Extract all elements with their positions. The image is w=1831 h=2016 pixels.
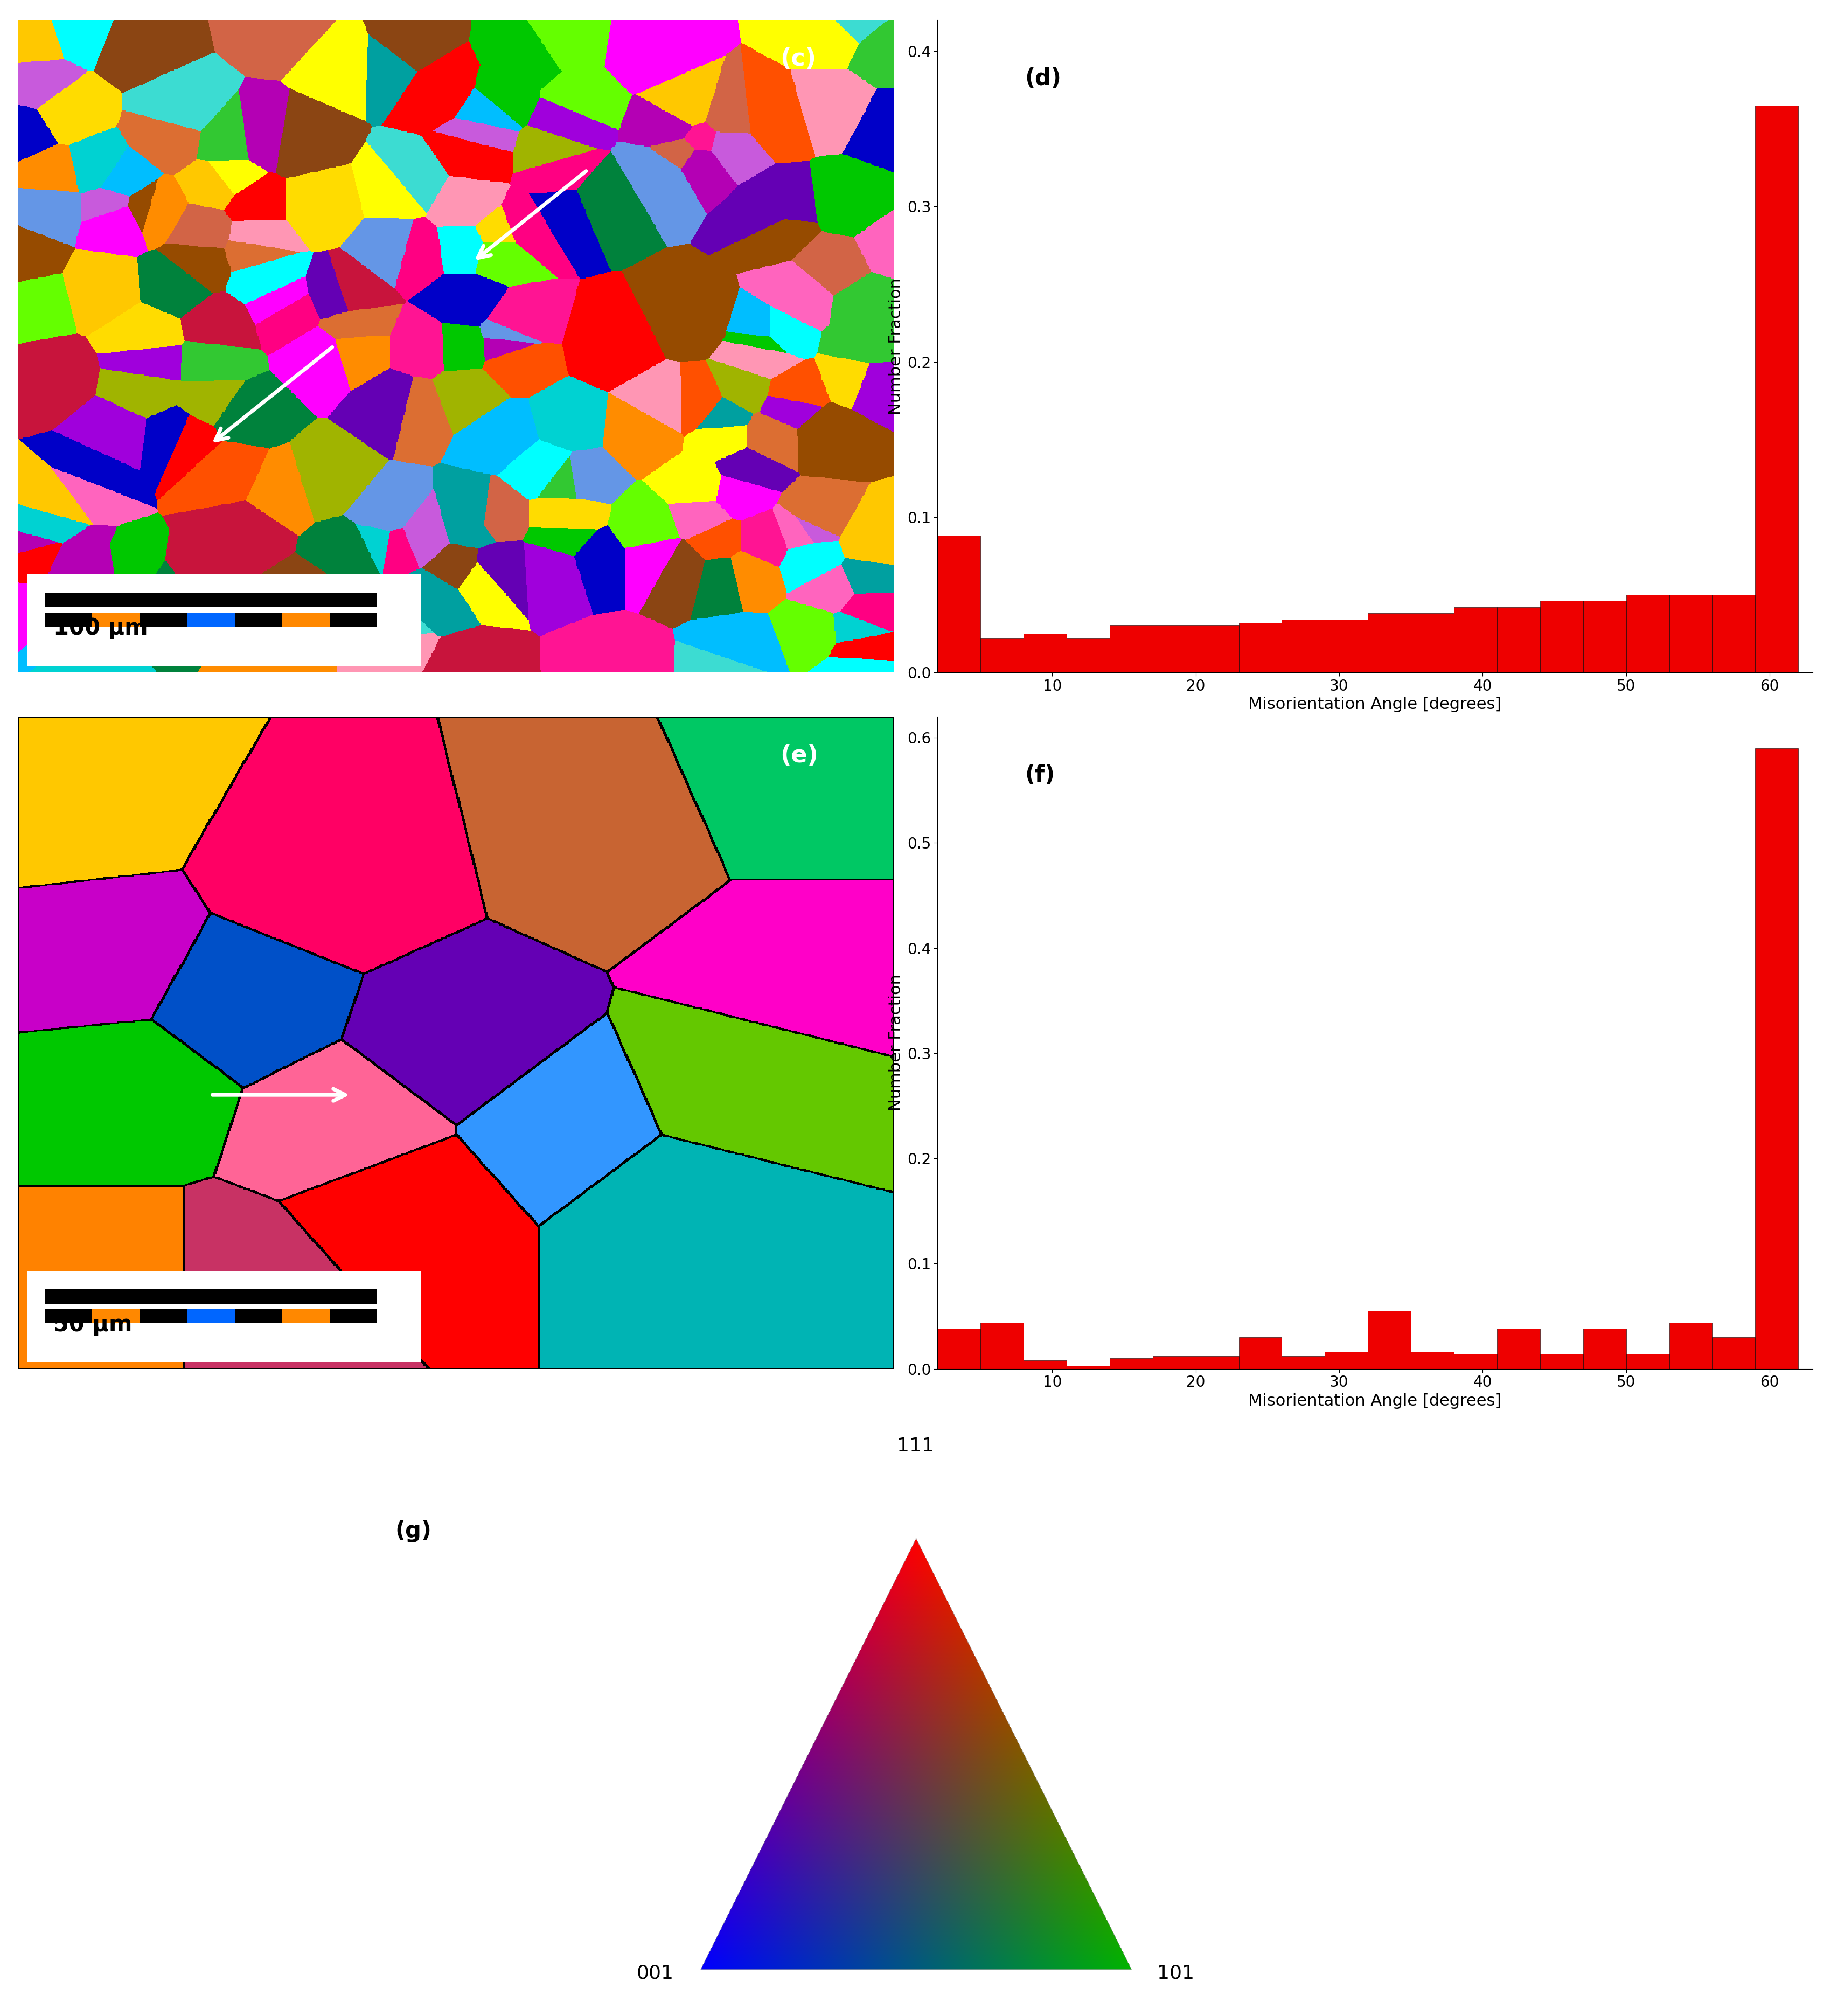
Bar — [1454, 1355, 1498, 1369]
X-axis label: Misorientation Angle [degrees]: Misorientation Angle [degrees] — [1249, 1393, 1501, 1409]
Bar — [1024, 633, 1066, 671]
Bar — [92, 613, 139, 627]
Bar — [1540, 1355, 1584, 1369]
Bar — [1066, 1365, 1110, 1369]
Bar — [234, 613, 282, 627]
Bar — [44, 1288, 377, 1304]
Bar — [1240, 1337, 1282, 1369]
Bar — [980, 1322, 1024, 1369]
Bar — [1240, 623, 1282, 671]
Bar — [1756, 748, 1798, 1369]
Bar — [282, 1308, 330, 1322]
Bar — [1154, 625, 1196, 671]
Bar — [1066, 639, 1110, 671]
Bar — [1498, 607, 1540, 671]
Bar — [1584, 601, 1626, 671]
Bar — [980, 639, 1024, 671]
Bar — [1412, 1353, 1454, 1369]
Bar — [1670, 1322, 1712, 1369]
Text: 100 μm: 100 μm — [53, 617, 148, 639]
Text: 111: 111 — [897, 1437, 934, 1456]
Text: (c): (c) — [780, 48, 817, 71]
Bar — [1024, 1361, 1066, 1369]
Bar — [1368, 613, 1412, 671]
Bar — [937, 1329, 980, 1369]
Y-axis label: Number Fraction: Number Fraction — [888, 278, 905, 415]
Bar — [44, 1308, 92, 1322]
Bar — [1326, 619, 1368, 671]
Bar — [282, 613, 330, 627]
Bar — [1540, 601, 1584, 671]
Bar — [1196, 1357, 1240, 1369]
Text: (f): (f) — [1025, 764, 1055, 786]
Bar — [1454, 607, 1498, 671]
Bar — [937, 536, 980, 671]
Y-axis label: Number Fraction: Number Fraction — [888, 974, 905, 1111]
Bar — [92, 1308, 139, 1322]
Bar — [1756, 105, 1798, 671]
Bar — [1712, 1337, 1756, 1369]
Bar — [1670, 595, 1712, 671]
Bar — [187, 1308, 234, 1322]
Text: 50 μm: 50 μm — [53, 1314, 132, 1337]
Bar — [1110, 625, 1154, 671]
Bar — [44, 613, 92, 627]
Text: (e): (e) — [780, 744, 818, 768]
Text: 101: 101 — [1157, 1964, 1194, 1982]
Bar — [1368, 1310, 1412, 1369]
Bar — [1326, 1353, 1368, 1369]
Text: (d): (d) — [1025, 69, 1062, 91]
Bar — [330, 1308, 377, 1322]
Bar — [139, 613, 187, 627]
Bar — [139, 1308, 187, 1322]
Bar — [1584, 1329, 1626, 1369]
Bar — [27, 1270, 421, 1363]
Bar — [1712, 595, 1756, 671]
Bar — [1626, 1355, 1670, 1369]
Bar — [187, 613, 234, 627]
Bar — [234, 1308, 282, 1322]
Bar — [1154, 1357, 1196, 1369]
Bar — [1626, 595, 1670, 671]
X-axis label: Misorientation Angle [degrees]: Misorientation Angle [degrees] — [1249, 698, 1501, 712]
Text: (g): (g) — [395, 1520, 432, 1542]
Bar — [1196, 625, 1240, 671]
Bar — [44, 593, 377, 607]
Bar — [1282, 619, 1326, 671]
Bar — [330, 613, 377, 627]
Text: 001: 001 — [637, 1964, 674, 1982]
Bar — [1498, 1329, 1540, 1369]
Bar — [1110, 1359, 1154, 1369]
Bar — [1282, 1357, 1326, 1369]
Bar — [27, 575, 421, 665]
Bar — [1412, 613, 1454, 671]
